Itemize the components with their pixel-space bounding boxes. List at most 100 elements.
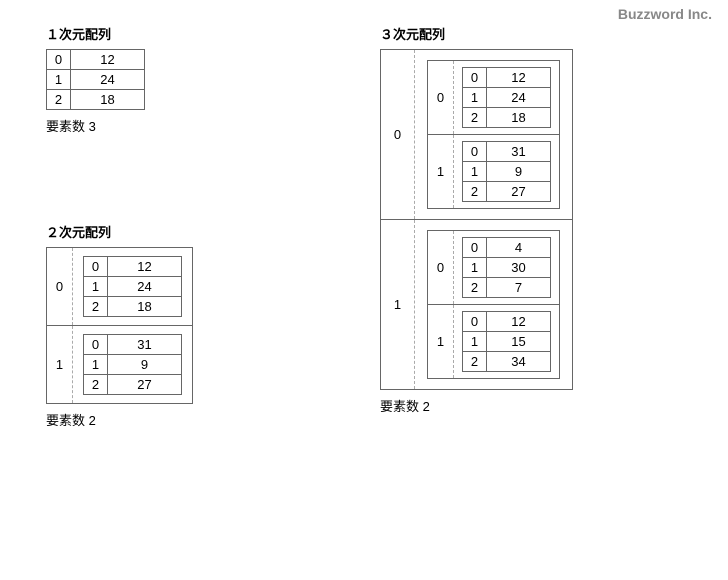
outer-row: 0 012 124 218 [47, 248, 192, 325]
mid-cell: 04 130 27 [454, 231, 559, 304]
outer-row: 1 031 19 227 [47, 325, 192, 403]
val-cell: 24 [71, 70, 145, 90]
val-cell: 24 [108, 277, 182, 297]
footer-1d: 要素数 3 [46, 116, 145, 135]
table-row: 218 [47, 90, 145, 110]
mid-row: 0 04 130 27 [428, 231, 559, 304]
footer-3d: 要素数 2 [380, 396, 573, 415]
table-row: 130 [463, 258, 551, 278]
outer-cell: 0 012 124 218 1 03 [415, 50, 572, 219]
mid-row: 1 031 19 227 [428, 134, 559, 208]
mid-cell: 012 124 218 [454, 61, 559, 134]
table-row: 031 [84, 335, 182, 355]
idx-cell: 0 [463, 238, 487, 258]
idx-cell: 0 [84, 335, 108, 355]
idx-cell: 2 [463, 182, 487, 202]
idx-cell: 1 [463, 332, 487, 352]
idx-cell: 2 [463, 108, 487, 128]
table-row: 04 [463, 238, 551, 258]
table-row: 19 [84, 355, 182, 375]
table-row: 124 [47, 70, 145, 90]
val-cell: 27 [108, 375, 182, 395]
outer-cell: 0 04 130 27 1 012 [415, 220, 572, 389]
idx-cell: 1 [463, 258, 487, 278]
idx-cell: 0 [47, 50, 71, 70]
inner-array: 031 19 227 [462, 141, 551, 202]
idx-cell: 0 [463, 68, 487, 88]
idx-cell: 1 [463, 88, 487, 108]
idx-cell: 0 [84, 257, 108, 277]
outer-row: 1 0 04 130 27 1 [381, 219, 572, 389]
val-cell: 18 [487, 108, 551, 128]
title-2d: ２次元配列 [46, 222, 193, 241]
val-cell: 12 [71, 50, 145, 70]
inner-array: 012 124 218 [462, 67, 551, 128]
table-row: 218 [84, 297, 182, 317]
val-cell: 34 [487, 352, 551, 372]
table-row: 227 [84, 375, 182, 395]
idx-cell: 0 [463, 312, 487, 332]
section-2d: ２次元配列 0 012 124 218 1 031 19 227 要素数 [46, 222, 193, 429]
val-cell: 30 [487, 258, 551, 278]
val-cell: 9 [108, 355, 182, 375]
idx-cell: 1 [84, 355, 108, 375]
array-3d: 0 0 012 124 218 1 [380, 49, 573, 390]
outer-idx: 0 [47, 248, 73, 325]
table-row: 218 [463, 108, 551, 128]
table-row: 234 [463, 352, 551, 372]
idx-cell: 1 [47, 70, 71, 90]
idx-cell: 1 [84, 277, 108, 297]
inner-array: 012 115 234 [462, 311, 551, 372]
table-row: 031 [463, 142, 551, 162]
mid-array: 0 012 124 218 1 03 [427, 60, 560, 209]
val-cell: 24 [487, 88, 551, 108]
outer-idx: 1 [381, 220, 415, 389]
idx-cell: 2 [84, 375, 108, 395]
idx-cell: 2 [47, 90, 71, 110]
val-cell: 27 [487, 182, 551, 202]
val-cell: 31 [487, 142, 551, 162]
mid-idx: 0 [428, 231, 454, 304]
val-cell: 31 [108, 335, 182, 355]
val-cell: 7 [487, 278, 551, 298]
section-3d: ３次元配列 0 0 012 124 218 [380, 24, 573, 415]
outer-row: 0 0 012 124 218 1 [381, 50, 572, 219]
idx-cell: 1 [463, 162, 487, 182]
val-cell: 12 [108, 257, 182, 277]
table-row: 012 [47, 50, 145, 70]
val-cell: 12 [487, 68, 551, 88]
idx-cell: 2 [84, 297, 108, 317]
title-1d: １次元配列 [46, 24, 145, 43]
val-cell: 12 [487, 312, 551, 332]
outer-cell: 012 124 218 [73, 248, 192, 325]
table-row: 012 [463, 312, 551, 332]
footer-2d: 要素数 2 [46, 410, 193, 429]
outer-idx: 1 [47, 326, 73, 403]
mid-idx: 1 [428, 305, 454, 378]
table-row: 012 [84, 257, 182, 277]
val-cell: 9 [487, 162, 551, 182]
table-row: 19 [463, 162, 551, 182]
title-3d: ３次元配列 [380, 24, 573, 43]
table-row: 124 [84, 277, 182, 297]
array-2d: 0 012 124 218 1 031 19 227 [46, 247, 193, 404]
idx-cell: 2 [463, 352, 487, 372]
mid-array: 0 04 130 27 1 012 [427, 230, 560, 379]
val-cell: 4 [487, 238, 551, 258]
mid-idx: 0 [428, 61, 454, 134]
table-row: 27 [463, 278, 551, 298]
outer-idx: 0 [381, 50, 415, 219]
table-row: 227 [463, 182, 551, 202]
brand-label: Buzzword Inc. [618, 6, 712, 22]
mid-row: 0 012 124 218 [428, 61, 559, 134]
val-cell: 18 [108, 297, 182, 317]
table-row: 012 [463, 68, 551, 88]
inner-array: 031 19 227 [83, 334, 182, 395]
val-cell: 18 [71, 90, 145, 110]
table-row: 115 [463, 332, 551, 352]
val-cell: 15 [487, 332, 551, 352]
table-row: 124 [463, 88, 551, 108]
mid-idx: 1 [428, 135, 454, 208]
mid-cell: 012 115 234 [454, 305, 559, 378]
array-1d: 012 124 218 [46, 49, 145, 110]
